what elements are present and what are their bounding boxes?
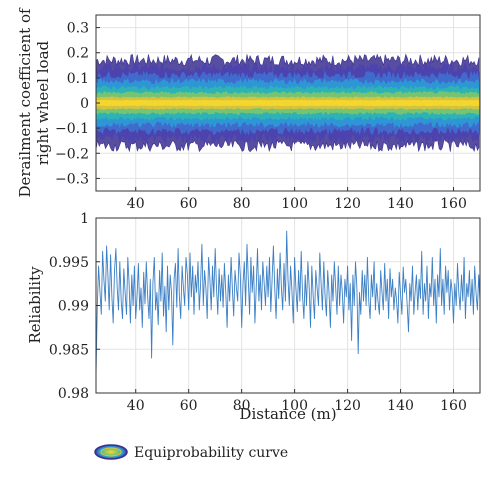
equiprobability-inner-ring — [100, 447, 122, 457]
top-y-tick-label: 0.3 — [67, 21, 89, 37]
bottom-x-tick-label: 100 — [281, 398, 308, 414]
top-ylabel-line1: Derailment coefficient of — [16, 7, 34, 197]
bottom-x-tick-label: 120 — [334, 398, 361, 414]
bottom-chart: 40 60 80 100 120 140 160 0.98 0.985 0.99 0.995 1 Re… — [26, 211, 481, 423]
top-x-tick-label: 40 — [127, 196, 145, 212]
top-y-tick-label: 0 — [80, 96, 89, 112]
bottom-ylabel: Reliability — [26, 266, 44, 344]
top-x-tick-label: 120 — [334, 196, 361, 212]
bottom-x-tick-label: 80 — [233, 398, 251, 414]
bottom-x-tick-label: 140 — [387, 398, 414, 414]
bottom-x-tick-label: 160 — [440, 398, 467, 414]
top-x-tick-label: 100 — [281, 196, 308, 212]
reliability-line — [96, 230, 480, 376]
top-y-tick-label: −0.3 — [55, 171, 89, 187]
top-x-tick-label: 160 — [440, 196, 467, 212]
top-y-tick-label: −0.1 — [55, 121, 89, 137]
top-chart: 40 60 80 100 120 140 160 −0.3 −0.2 −0.1 0 0.1 0.2 0.3… — [16, 7, 481, 212]
bottom-y-tick-label: 0.99 — [58, 299, 89, 315]
bottom-xlabel: Distance (m) — [239, 405, 336, 423]
legend: Equiprobability curve — [94, 444, 288, 461]
equiprobability-curve-icon — [94, 444, 128, 460]
top-x-tick-label: 60 — [180, 196, 198, 212]
equiprobability-band — [96, 99, 480, 107]
top-x-tick-label: 140 — [387, 196, 414, 212]
top-y-tick-label: −0.2 — [55, 146, 89, 162]
bottom-x-tick-label: 40 — [127, 398, 145, 414]
top-y-tick-label: 0.2 — [67, 46, 89, 62]
bottom-y-tick-label: 0.995 — [49, 255, 89, 271]
bottom-y-tick-label: 0.985 — [49, 342, 89, 358]
bottom-y-tick-label: 1 — [80, 211, 89, 227]
top-ticks: 40 60 80 100 120 140 160 −0.3 −0.2 −0.1 0 0.1 0.2 0.3 — [55, 21, 467, 212]
bottom-y-tick-label: 0.98 — [58, 386, 89, 402]
top-ylabel-line2: right wheel load — [34, 40, 52, 165]
bottom-ticks: 40 60 80 100 120 140 160 0.98 0.985 0.99 0.995 1 — [49, 211, 467, 414]
top-y-tick-label: 0.1 — [67, 71, 89, 87]
top-bands — [96, 53, 480, 153]
bottom-x-tick-label: 60 — [180, 398, 198, 414]
top-x-tick-label: 80 — [233, 196, 251, 212]
bottom-series — [96, 230, 480, 376]
legend-label: Equiprobability curve — [134, 445, 288, 461]
